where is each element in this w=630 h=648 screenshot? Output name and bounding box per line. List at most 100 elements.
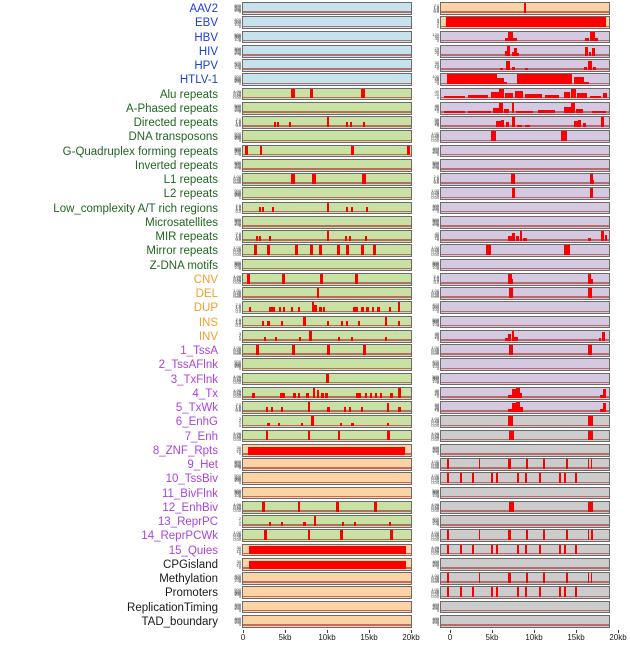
left-track-panel[interactable] <box>242 386 412 400</box>
left-track-panel[interactable] <box>242 287 412 300</box>
left-track-panel[interactable] <box>242 16 412 29</box>
right-track-panel[interactable] <box>440 329 610 343</box>
right-track-panel[interactable] <box>440 173 610 186</box>
signal-bar <box>306 392 309 398</box>
right-track-panel[interactable] <box>440 443 610 457</box>
right-track-panel[interactable] <box>440 500 610 514</box>
left-track-panel[interactable] <box>242 486 412 500</box>
left-track-panel[interactable] <box>242 59 412 72</box>
x-axis-tick-label: 0 <box>447 633 453 642</box>
right-track-panel[interactable] <box>440 116 610 129</box>
right-track-panel[interactable] <box>440 87 610 101</box>
left-track-panel[interactable] <box>242 2 412 15</box>
y-axis-ticks: 500 400 300 200 100 0 <box>432 217 439 228</box>
right-track-panel[interactable] <box>440 401 610 414</box>
right-track-panel[interactable] <box>440 529 610 542</box>
right-track-panel[interactable] <box>440 244 610 257</box>
right-track-panel[interactable] <box>440 16 610 29</box>
left-track-panel[interactable] <box>242 543 412 557</box>
left-track-panel[interactable] <box>242 87 412 101</box>
right-track-panel[interactable] <box>440 372 610 386</box>
left-track-panel[interactable] <box>242 372 412 386</box>
left-track-panel[interactable] <box>242 215 412 229</box>
left-track-panel[interactable] <box>242 244 412 257</box>
baseline <box>441 253 609 255</box>
left-track-panel[interactable] <box>242 557 412 571</box>
signal-bar <box>603 403 607 412</box>
right-track-panel[interactable] <box>440 415 610 428</box>
left-track-panel[interactable] <box>242 30 412 44</box>
left-track-panel[interactable] <box>242 529 412 542</box>
right-track-panel[interactable] <box>440 230 610 243</box>
left-track-panel[interactable] <box>242 116 412 129</box>
right-track-panel[interactable] <box>440 215 610 229</box>
right-track-panel[interactable] <box>440 101 610 115</box>
right-track-panel[interactable] <box>440 543 610 557</box>
left-track-panel[interactable] <box>242 73 412 86</box>
right-track-panel[interactable] <box>440 301 610 314</box>
left-track-panel[interactable] <box>242 358 412 371</box>
signal-bar <box>290 307 294 312</box>
left-track-panel[interactable] <box>242 130 412 143</box>
signal-bar <box>307 530 311 540</box>
left-track-panel[interactable] <box>242 586 412 599</box>
right-track-panel[interactable] <box>440 30 610 44</box>
right-track-panel[interactable] <box>440 386 610 400</box>
left-track-panel[interactable] <box>242 515 412 528</box>
signal-bar <box>265 430 269 441</box>
right-track-panel[interactable] <box>440 130 610 143</box>
left-track-panel[interactable] <box>242 301 412 314</box>
right-track-panel[interactable] <box>440 287 610 300</box>
right-track-panel[interactable] <box>440 73 610 86</box>
right-track-panel[interactable] <box>440 2 610 15</box>
left-track-panel[interactable] <box>242 201 412 215</box>
right-track-panel[interactable] <box>440 429 610 443</box>
right-track-panel[interactable] <box>440 344 610 357</box>
left-track-panel[interactable] <box>242 443 412 457</box>
left-track-panel[interactable] <box>242 572 412 585</box>
right-track-panel[interactable] <box>440 472 610 485</box>
left-track-panel[interactable] <box>242 401 412 414</box>
left-track-panel[interactable] <box>242 344 412 357</box>
right-track-panel[interactable] <box>440 187 610 200</box>
right-track-panel[interactable] <box>440 59 610 72</box>
right-track-panel[interactable] <box>440 158 610 172</box>
left-track-panel[interactable] <box>242 230 412 243</box>
left-track-panel[interactable] <box>242 329 412 343</box>
right-track-panel[interactable] <box>440 272 610 286</box>
right-track-panel[interactable] <box>440 358 610 371</box>
right-track-panel[interactable] <box>440 557 610 571</box>
right-track-panel[interactable] <box>440 315 610 329</box>
right-track-panel[interactable] <box>440 486 610 500</box>
left-track-panel[interactable] <box>242 429 412 443</box>
track-label-5-txwk: 5_TxWk <box>175 402 218 415</box>
right-track-panel[interactable] <box>440 458 610 471</box>
left-track-panel[interactable] <box>242 315 412 329</box>
left-track-panel[interactable] <box>242 500 412 514</box>
right-track-panel[interactable] <box>440 614 610 628</box>
track-label-6-enhg: 6_EnhG <box>175 416 218 429</box>
left-track-panel[interactable] <box>242 458 412 471</box>
right-track-panel[interactable] <box>440 201 610 215</box>
signal-bar <box>283 307 286 312</box>
right-track-panel[interactable] <box>440 600 610 614</box>
left-track-panel[interactable] <box>242 158 412 172</box>
left-track-panel[interactable] <box>242 415 412 428</box>
left-track-panel[interactable] <box>242 144 412 158</box>
left-track-panel[interactable] <box>242 187 412 200</box>
right-track-panel[interactable] <box>440 586 610 599</box>
left-track-panel[interactable] <box>242 258 412 272</box>
left-track-panel[interactable] <box>242 614 412 628</box>
right-track-panel[interactable] <box>440 144 610 158</box>
left-track-panel[interactable] <box>242 472 412 485</box>
left-track-panel[interactable] <box>242 44 412 58</box>
right-track-panel[interactable] <box>440 572 610 585</box>
left-track-panel[interactable] <box>242 101 412 115</box>
left-track-panel[interactable] <box>242 600 412 614</box>
right-track-panel[interactable] <box>440 515 610 528</box>
track-row: MIR repeats 2.0 1.5 1.0 0.5 0.0 40 30 20 10 0 <box>0 230 630 244</box>
left-track-panel[interactable] <box>242 173 412 186</box>
left-track-panel[interactable] <box>242 272 412 286</box>
right-track-panel[interactable] <box>440 258 610 272</box>
right-track-panel[interactable] <box>440 44 610 58</box>
